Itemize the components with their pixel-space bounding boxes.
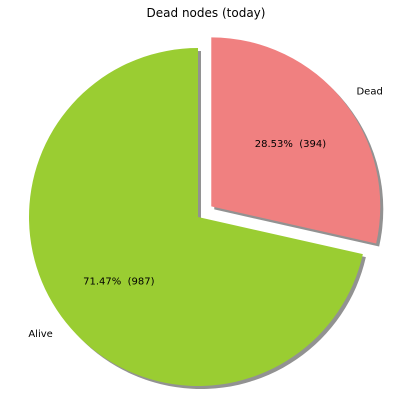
slice-percent-dead: 28.53% (394) bbox=[255, 139, 326, 150]
slices bbox=[28, 37, 381, 386]
slice-labels: Dead 28.53% (394) Alive 71.47% (987) bbox=[28, 86, 382, 340]
chart-title: Dead nodes (today) bbox=[147, 6, 266, 20]
slice-label-alive: Alive bbox=[28, 329, 52, 340]
slice-alive bbox=[28, 48, 363, 386]
slice-dead bbox=[211, 37, 381, 244]
slice-label-dead: Dead bbox=[356, 86, 382, 97]
slice-percent-alive: 71.47% (987) bbox=[83, 276, 154, 287]
